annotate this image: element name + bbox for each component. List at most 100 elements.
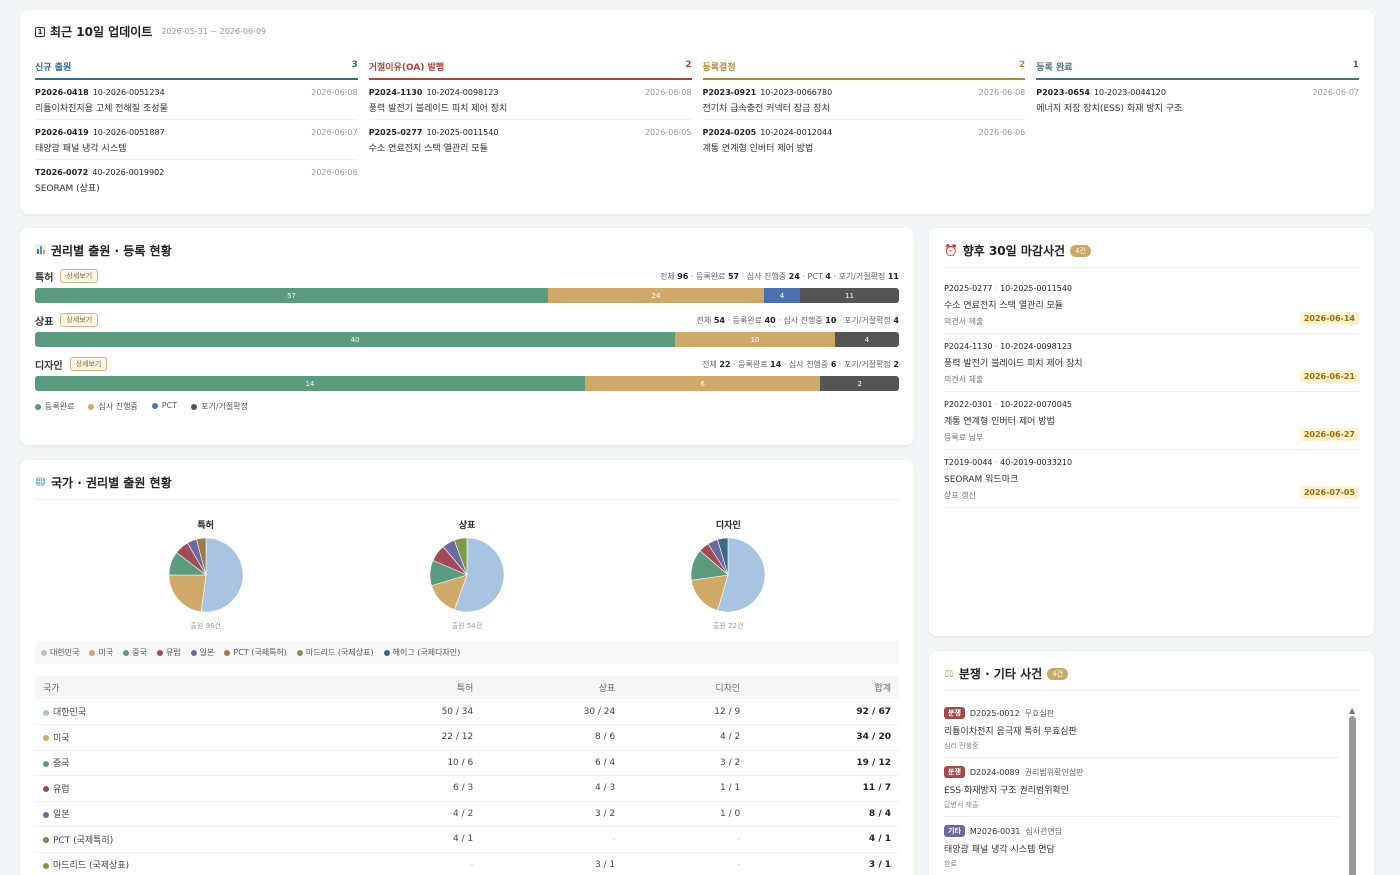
rights-status-title: 권리별 출원 · 등록 현황 <box>35 242 899 259</box>
rights-row-name: 특허 <box>35 272 54 284</box>
recent-item[interactable]: P2023-0921 10-2023-0066780 2026-06-08 전기차 급… <box>702 80 1026 120</box>
stat-label: · 포기/거절확정 <box>836 359 894 369</box>
table-row[interactable]: PCT (국제특허) 4 / 1--4 / 1 <box>35 826 899 853</box>
deadline-item-id: T2019-0044 · 40-2019-0033210 <box>944 458 1073 467</box>
legend-label: 마드리드 (국제상표) <box>305 648 374 657</box>
recent-item-code: P2023-0654 <box>1036 88 1090 97</box>
scroll-up-arrow-icon[interactable]: ▲ <box>1349 706 1356 715</box>
recent-item[interactable]: P2024-1130 10-2024-0098123 2026-06-08 풍력 발전… <box>368 80 692 120</box>
deadlines-title: ⏰ 향후 30일 마감사건 4건 <box>944 242 1359 259</box>
deadline-item[interactable]: P2024-1130 · 10-2024-0098123 풍력 발전기 블레이드 … <box>944 334 1359 392</box>
country-cell: 미국 <box>35 724 340 751</box>
pie-slice[interactable] <box>717 537 766 613</box>
stat-label: · 심사 진행중 <box>775 315 826 325</box>
detail-button[interactable]: 상세보기 <box>69 357 108 371</box>
dispute-item[interactable]: 분쟁 D2025-0012 무효심판 리튬이차전지 음극재 특허 무효심판 심리 진행중 <box>944 699 1339 758</box>
table-row[interactable]: 대한민국 50 / 34 30 / 24 12 / 9 92 / 67 <box>35 699 899 725</box>
recent-item[interactable]: P2026-0418 10-2026-0051234 2026-06-08 리튬이차전… <box>35 80 358 120</box>
recent-column-header[interactable]: 등록 완료 1 <box>1036 60 1359 80</box>
deadline-item[interactable]: P2025-0277 · 10-2025-0011540 수소 연료전지 스택 열… <box>944 276 1359 334</box>
country-status-card: 국가 · 권리별 출원 현황 특허 출원 96건 상표 출원 54건 디자인 출원 22건… <box>20 460 914 875</box>
recent-item[interactable]: P2025-0277 10-2025-0011540 2026-06-05 수소 연료… <box>369 120 692 159</box>
disputes-card: ⚖ 분쟁 · 기타 사건 4건 분쟁 D2025-0012 무효심판 리튬이차전지 음… <box>929 651 1374 875</box>
pie-slice[interactable] <box>691 574 729 611</box>
recent-item-date: 2026-06-08 <box>978 88 1026 97</box>
recent-item[interactable]: P2023-0654 10-2023-0044120 2026-06-07 에너지 저… <box>1036 80 1359 119</box>
recent-column-header[interactable]: 거절이유(OA) 발행 2 <box>368 60 692 80</box>
stat-value: 57 <box>727 271 740 281</box>
deadline-due-date: 2026-06-21 <box>1299 370 1359 383</box>
recent-item[interactable]: T2026-0072 40-2026-0019902 2026-06-06 SEORA… <box>35 160 358 199</box>
stat-value: 4 <box>825 271 831 281</box>
recent-item-id: T2026-0072 40-2026-0019902 <box>35 168 358 177</box>
recent-item-date: 2026-06-06 <box>978 128 1026 137</box>
pie-wrap <box>648 535 808 618</box>
rights-row-stats: 전체 22 · 등록완료 14 · 심사 진행중 6 · 포기/거절확정 2 <box>702 359 899 370</box>
recent-column: 등록 완료 1 P2023-0654 10-2023-0044120 2026-06-0… <box>1036 60 1359 199</box>
recent-item-code: P2024-1130 <box>368 88 423 97</box>
deadline-item[interactable]: T2019-0044 · 40-2019-0033210 SEORAM 워드마크 상… <box>944 450 1359 508</box>
recent-updates-card: 1 최근 10일 업데이트 2026-05-31 ~ 2026-06-09 신규… <box>20 10 1374 214</box>
legend-label: 일본 <box>199 648 215 657</box>
dispute-type: 권리범위확인심판 <box>1024 767 1084 777</box>
design-cell: - <box>623 826 749 853</box>
bar-segment: 11 <box>799 288 899 303</box>
recent-column-header[interactable]: 신규 출원 3 <box>35 60 358 80</box>
disputes-scrollbar[interactable]: ▲ <box>1349 706 1356 875</box>
recent-item[interactable]: P2026-0419 10-2026-0051887 2026-06-07 태양광 패… <box>35 120 358 160</box>
recent-item-id: P2024-1130 10-2024-0098123 <box>369 88 692 97</box>
table-row[interactable]: 마드리드 (국제상표) -3 / 1-3 / 1 <box>35 852 899 875</box>
legend-item: 미국 <box>89 647 113 658</box>
pie-slice[interactable] <box>453 537 468 576</box>
pie-slice[interactable] <box>453 537 505 613</box>
pie-slice[interactable] <box>717 537 729 576</box>
recent-updates-title: 1 최근 10일 업데이트 2026-05-31 ~ 2026-06-09 <box>35 23 1359 40</box>
pie-slice[interactable] <box>168 574 206 613</box>
deadlines-list: P2025-0277 · 10-2025-0011540 수소 연료전지 스택 열… <box>944 276 1359 508</box>
legend-dot-icon <box>151 402 158 409</box>
rights-status-card: 권리별 출원 · 등록 현황 특허 상세보기 전체 96 · 등록완료 57 · 심… <box>20 228 914 445</box>
dispute-item-header: 분쟁 D2025-0012 무효심판 <box>944 707 1339 719</box>
detail-button[interactable]: 상세보기 <box>60 313 99 327</box>
recent-item-code: P2023-0921 <box>702 88 757 97</box>
legend-dot-icon <box>35 403 41 410</box>
stat-label: · 심사 진행중 <box>781 359 831 369</box>
deadline-number: 40-2019-0033210 <box>1000 458 1073 467</box>
recent-item[interactable]: P2024-0205 10-2024-0012044 2026-06-06 계통 연계… <box>703 120 1026 159</box>
pie-slice[interactable] <box>200 537 243 613</box>
scrollbar-thumb[interactable] <box>1349 716 1356 875</box>
dispute-item[interactable]: 분쟁 D2024-0089 권리범위확인심판 ESS 화재방지 구조 권리범위확인 답변… <box>944 758 1339 817</box>
recent-item-date: 2026-06-05 <box>645 128 692 137</box>
pie-title: 특허 <box>197 521 214 531</box>
recent-item-number: 10-2023-0044120 <box>1093 88 1166 97</box>
recent-item-id: P2026-0419 10-2026-0051887 <box>35 128 358 137</box>
legend-label: 미국 <box>98 648 114 657</box>
legend-label: 심사 진행중 <box>98 402 138 411</box>
recent-item-date: 2026-06-07 <box>311 128 358 137</box>
dispute-tag: 분쟁 <box>944 766 965 778</box>
rights-row-title: 디자인 상세보기 <box>35 357 108 372</box>
patent-cell: 50 / 34 <box>339 699 482 725</box>
dispute-item[interactable]: 기타 M2026-0031 심사관면담 태양광 패널 냉각 시스템 면담 완료 <box>944 817 1339 875</box>
rights-stacked-bar: 57 24 4 11 <box>35 288 899 303</box>
recent-item-number: 10-2025-0011540 <box>426 128 499 137</box>
deadline-number: 10-2024-0098123 <box>1000 342 1073 351</box>
patent-cell: 6 / 3 <box>339 775 482 802</box>
design-cell: 1 / 1 <box>623 775 749 802</box>
detail-button[interactable]: 상세보기 <box>60 269 99 283</box>
recent-column-count: 2 <box>685 60 692 70</box>
country-name: 미국 <box>53 733 70 744</box>
stat-label: · 등록완료 <box>724 315 765 325</box>
pie-slice[interactable] <box>195 537 206 576</box>
trademark-cell: 8 / 6 <box>481 724 624 751</box>
recent-column-header[interactable]: 등록결정 2 <box>702 60 1026 80</box>
recent-column-label: 등록결정 <box>702 63 736 73</box>
rights-rows: 특허 상세보기 전체 96 · 등록완료 57 · 심사 진행중 24 · PCT … <box>35 268 899 391</box>
deadline-item[interactable]: P2022-0301 · 10-2022-0070045 계통 연계형 인버터 제… <box>944 392 1359 450</box>
pie-svg <box>168 537 243 613</box>
legend-label: 포기/거절확정 <box>201 402 248 411</box>
